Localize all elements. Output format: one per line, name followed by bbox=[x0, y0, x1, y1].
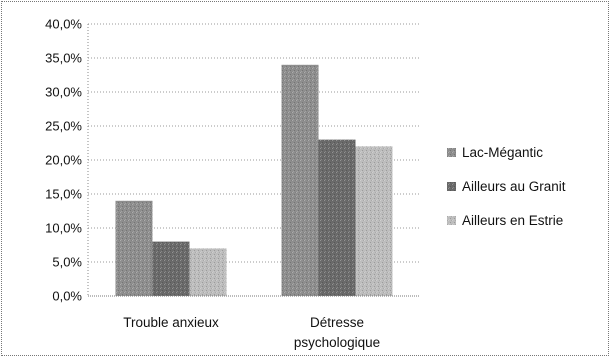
x-category-label-line: Trouble anxieux bbox=[123, 315, 219, 330]
bar-texture bbox=[152, 241, 190, 296]
legend-label: Lac-Mégantic bbox=[462, 145, 543, 160]
y-tick-label: 35,0% bbox=[45, 51, 82, 66]
y-tick-label: 0,0% bbox=[52, 289, 82, 304]
bar-texture bbox=[115, 200, 153, 296]
y-tick-label: 25,0% bbox=[45, 119, 82, 134]
y-tick-label: 10,0% bbox=[45, 221, 82, 236]
legend-swatch-texture bbox=[447, 216, 456, 225]
y-tick-label: 15,0% bbox=[45, 187, 82, 202]
x-category-label: Détresse psychologique bbox=[294, 315, 380, 350]
y-tick-label: 40,0% bbox=[45, 17, 82, 32]
bar-texture bbox=[355, 146, 393, 296]
bar-texture bbox=[281, 64, 319, 296]
legend: Lac-Mégantic Ailleurs au Granit Ailleurs e… bbox=[447, 145, 566, 228]
y-tick-label: 20,0% bbox=[45, 153, 82, 168]
legend-label: Ailleurs en Estrie bbox=[462, 213, 563, 228]
x-category-label-line: psychologique bbox=[294, 335, 380, 350]
x-category-label-line: Détresse bbox=[310, 315, 364, 330]
bar-texture bbox=[189, 248, 227, 296]
legend-swatch-texture bbox=[447, 182, 456, 191]
y-tick-label: 5,0% bbox=[52, 255, 82, 270]
axes: 0,0% 5,0% 10,0% 15,0% 20,0% 25,0% 30,0% 35,0% 40… bbox=[45, 17, 420, 350]
bar-texture bbox=[318, 139, 356, 296]
x-category-label: Trouble anxieux bbox=[123, 315, 219, 330]
y-tick-label: 30,0% bbox=[45, 85, 82, 100]
legend-swatch-texture bbox=[447, 148, 456, 157]
legend-label: Ailleurs au Granit bbox=[462, 179, 566, 194]
bars bbox=[115, 64, 393, 296]
